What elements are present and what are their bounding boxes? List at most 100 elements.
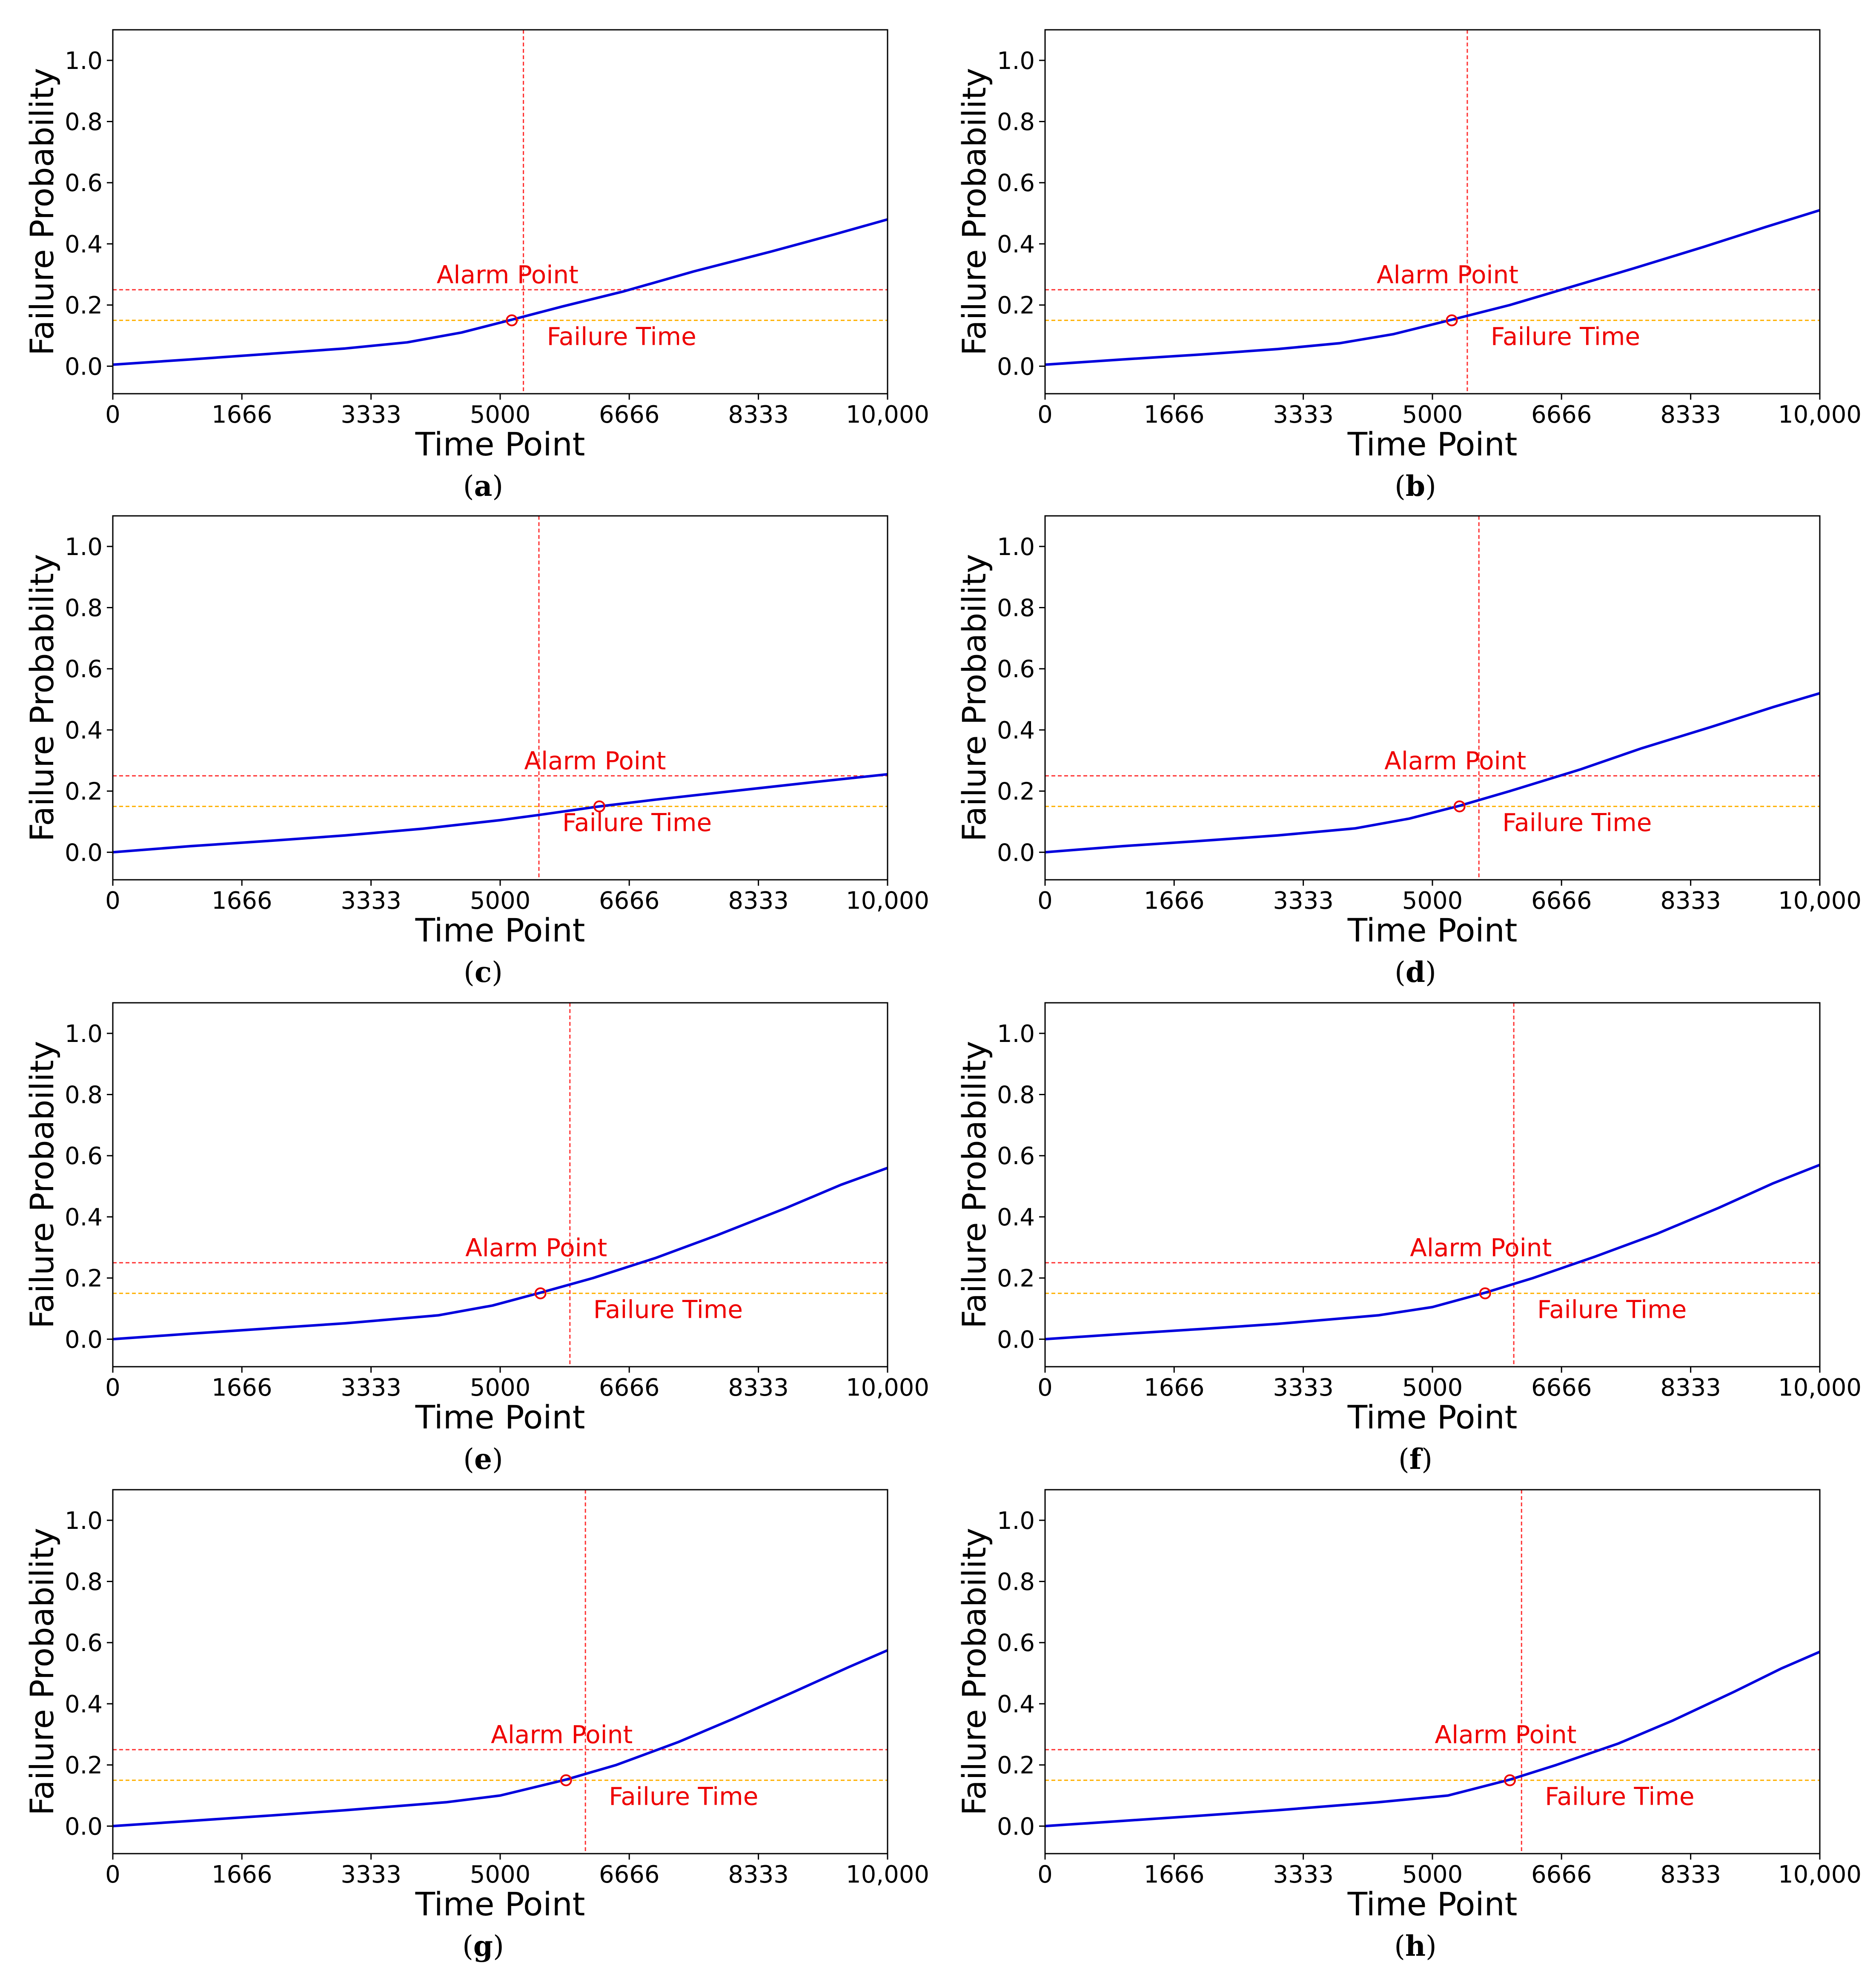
series-line <box>113 773 888 854</box>
y-tick-label: 0.4 <box>65 231 103 258</box>
y-tick-label: 1.0 <box>997 47 1035 75</box>
x-tick-label: 3333 <box>341 887 401 915</box>
x-tick-label: 8333 <box>1660 1861 1721 1889</box>
x-tick-label: 0 <box>1037 401 1053 429</box>
panel-caption-letter: g <box>473 1929 493 1963</box>
x-tick-label: 3333 <box>1273 1861 1334 1889</box>
failure-time-label: Failure Time <box>593 1295 743 1324</box>
failure-time-label: Failure Time <box>1537 1295 1687 1324</box>
y-tick-label: 0.6 <box>65 1629 103 1657</box>
x-tick-label: 10,000 <box>1778 887 1862 915</box>
y-tick-label: 0.8 <box>997 1568 1035 1596</box>
y-tick-label: 0.8 <box>997 595 1035 622</box>
y-tick-label: 0.4 <box>65 1691 103 1718</box>
x-tick-label: 0 <box>105 1861 120 1889</box>
x-tick-label: 8333 <box>1660 1374 1721 1402</box>
panel-caption-letter: a <box>474 469 493 503</box>
alarm-point-label: Alarm Point <box>1410 1233 1552 1262</box>
x-tick-label: 10,000 <box>846 1861 929 1889</box>
chart-panel-g: Alarm Point Failure Time 0 1666 3333 5000 6666… <box>23 1489 929 1963</box>
failure-time-label: Failure Time <box>1545 1782 1694 1811</box>
y-tick-label: 0.0 <box>997 1813 1035 1840</box>
x-tick-label: 8333 <box>728 1861 789 1889</box>
y-tick-label: 0.4 <box>997 1691 1035 1718</box>
alarm-point-label: Alarm Point <box>524 747 666 776</box>
panel-caption-letter: d <box>1406 956 1425 989</box>
y-tick-label: 1.0 <box>65 1020 103 1048</box>
panel-caption: (b) <box>1395 469 1436 503</box>
chart-panel-c: Alarm Point Failure Time 0 1666 3333 5000 6666… <box>23 515 929 989</box>
y-tick-label: 1.0 <box>997 1020 1035 1048</box>
x-axis-label: Time Point <box>415 425 585 463</box>
y-tick-label: 0.2 <box>997 1752 1035 1780</box>
y-tick-label: 0.4 <box>65 717 103 744</box>
chart-panel-b: Alarm Point Failure Time 0 1666 3333 5000 6666… <box>955 29 1862 503</box>
series-line <box>1045 209 1820 366</box>
y-tick-label: 1.0 <box>997 1507 1035 1535</box>
y-tick-label: 0.2 <box>65 1752 103 1780</box>
panel-caption: (e) <box>463 1442 503 1476</box>
panel-caption-letter: b <box>1406 469 1425 503</box>
chart-panel-d: Alarm Point Failure Time 0 1666 3333 5000 6666… <box>955 515 1862 989</box>
alarm-point-label: Alarm Point <box>1377 260 1518 289</box>
y-tick-label: 0.0 <box>65 1813 103 1840</box>
alarm-point-label: Alarm Point <box>491 1720 633 1749</box>
x-axis-label: Time Point <box>1347 1885 1518 1923</box>
x-tick-label: 10,000 <box>846 401 929 429</box>
y-tick-label: 0.8 <box>997 1082 1035 1109</box>
y-tick-label: 0.4 <box>997 1204 1035 1231</box>
panel-caption: (f) <box>1398 1442 1432 1476</box>
x-tick-label: 6666 <box>1531 1374 1592 1402</box>
alarm-point-marker <box>1446 314 1458 326</box>
alarm-point-label: Alarm Point <box>465 1233 607 1262</box>
x-axis-label: Time Point <box>1347 1398 1518 1436</box>
x-tick-label: 3333 <box>1273 887 1334 915</box>
series-line <box>1045 692 1820 854</box>
series-line <box>113 1167 888 1341</box>
panel-caption-letter: f <box>1409 1442 1423 1476</box>
x-axis-label: Time Point <box>1347 425 1518 463</box>
panel-caption: (g) <box>462 1929 504 1963</box>
y-tick-label: 0.2 <box>997 778 1035 806</box>
x-axis-label: Time Point <box>415 1885 585 1923</box>
x-tick-label: 6666 <box>599 1374 660 1402</box>
x-tick-label: 6666 <box>599 1861 660 1889</box>
x-tick-label: 1666 <box>212 401 272 429</box>
y-tick-label: 0.8 <box>65 109 103 136</box>
y-tick-label: 0.0 <box>997 839 1035 867</box>
alarm-point-marker <box>560 1774 572 1786</box>
x-tick-label: 5000 <box>470 1861 531 1889</box>
alarm-point-marker <box>1504 1774 1516 1786</box>
y-axis-label: Failure Probability <box>955 1041 993 1329</box>
alarm-point-label: Alarm Point <box>437 260 579 289</box>
alarm-point-marker <box>1479 1287 1491 1299</box>
y-tick-label: 0.2 <box>65 778 103 806</box>
x-tick-label: 0 <box>105 401 120 429</box>
x-tick-label: 1666 <box>1144 887 1205 915</box>
x-tick-label: 1666 <box>212 1374 272 1402</box>
y-tick-label: 1.0 <box>65 533 103 561</box>
x-tick-label: 0 <box>1037 1861 1053 1889</box>
x-tick-label: 10,000 <box>846 1374 929 1402</box>
x-tick-label: 3333 <box>341 401 401 429</box>
panel-caption-letter: h <box>1405 1929 1426 1963</box>
y-axis-label: Failure Probability <box>955 68 993 356</box>
y-tick-label: 0.0 <box>65 353 103 381</box>
plot-frame <box>112 29 888 395</box>
y-tick-label: 0.8 <box>997 109 1035 136</box>
failure-time-label: Failure Time <box>609 1782 758 1811</box>
failure-time-label: Failure Time <box>1502 808 1652 837</box>
x-tick-label: 1666 <box>1144 1374 1205 1402</box>
x-tick-label: 3333 <box>1273 1374 1334 1402</box>
alarm-point-marker <box>534 1287 547 1299</box>
y-axis-label: Failure Probability <box>23 1041 61 1329</box>
plot-frame <box>112 1489 888 1854</box>
x-tick-label: 5000 <box>470 887 531 915</box>
y-tick-label: 0.4 <box>997 231 1035 258</box>
x-tick-label: 5000 <box>1402 887 1463 915</box>
x-tick-label: 1666 <box>1144 401 1205 429</box>
series-line <box>113 1649 888 1828</box>
y-axis-label: Failure Probability <box>955 554 993 842</box>
x-tick-label: 6666 <box>599 401 660 429</box>
